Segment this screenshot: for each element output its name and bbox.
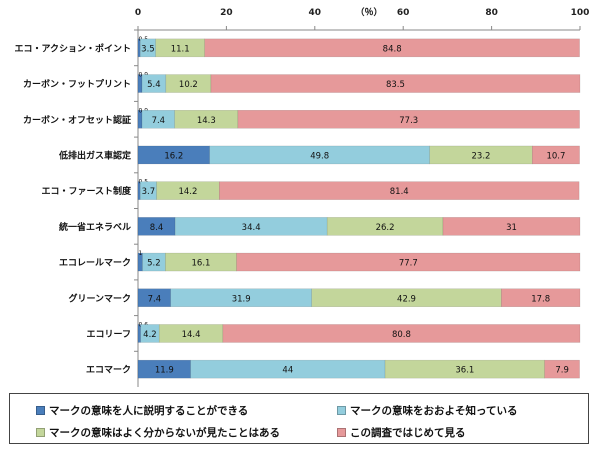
data-label: 14.3 (197, 116, 216, 126)
x-tick-label: 40 (309, 8, 322, 18)
legend-item-explain: マークの意味を人に説明することができる (36, 403, 248, 418)
data-label: 16.2 (164, 151, 183, 161)
legend-label-first-time: この調査ではじめて見る (350, 427, 466, 439)
bar-segment (142, 252, 166, 272)
legend: マークの意味を人に説明することができる マークの意味をおおよそ知っている マーク… (9, 393, 589, 444)
data-label: 7.4 (148, 294, 162, 304)
bar-segment (442, 217, 581, 236)
bar-segment (532, 145, 580, 165)
legend-swatch-explain (36, 406, 45, 415)
data-label: 23.2 (472, 151, 491, 161)
legend-item-roughly-know: マークの意味をおおよそ知っている (337, 403, 517, 418)
data-label: 14.2 (178, 187, 197, 197)
category-label: エコ・アクション・ポイント (14, 42, 131, 54)
data-label: 5.4 (147, 80, 161, 90)
category-label: エコマーク (86, 365, 131, 376)
bar-segment (137, 359, 191, 379)
bar-segment (501, 288, 581, 307)
data-label: 80.8 (392, 330, 411, 340)
legend-item-first-time: この調査ではじめて見る (337, 425, 466, 440)
x-axis-unit-label: （％） (355, 7, 382, 18)
legend-label-roughly-know: マークの意味をおおよそ知っている (350, 405, 518, 417)
bar-segment (237, 110, 580, 129)
data-label: 8.4 (150, 223, 164, 233)
data-label: 81.4 (390, 187, 409, 197)
data-label: 42.9 (397, 294, 416, 304)
category-label: カーボン・フットプリント (23, 78, 131, 90)
legend-label-explain: マークの意味を人に説明することができる (49, 405, 249, 417)
legend-item-seen-before: マークの意味はよく分からないが見たことはある (36, 425, 280, 440)
bar-segment (140, 324, 160, 343)
x-tick-label: 60 (397, 8, 410, 18)
category-label: 統一省エネラベル (59, 221, 131, 233)
x-tick-label: 80 (485, 8, 498, 18)
data-label: 5.2 (147, 259, 161, 269)
category-label: エコ・ファースト制度 (41, 185, 132, 197)
data-label: 31.9 (232, 294, 251, 304)
data-label: 14.4 (182, 330, 201, 340)
bar-segment (326, 217, 444, 236)
data-label: 83.5 (386, 80, 405, 90)
data-label: 4.2 (143, 330, 157, 340)
data-label: 7.9 (555, 366, 569, 376)
category-label: エコリーフ (87, 329, 131, 340)
bar-segment (204, 38, 580, 58)
data-label: 16.1 (192, 259, 211, 269)
x-tick-label: 100 (571, 8, 590, 18)
category-label: 低排出ガス車認定 (58, 149, 132, 161)
bar-segment (219, 181, 580, 200)
data-label: 1 (139, 250, 143, 257)
data-label: 77.7 (399, 259, 418, 269)
x-tick-label: 20 (220, 8, 233, 18)
bar-segment (311, 288, 502, 307)
data-label: 10.2 (179, 80, 198, 90)
x-tick-label: 0 (135, 8, 141, 18)
category-label: エコレールマーク (59, 258, 131, 269)
data-label: 36.1 (455, 366, 474, 376)
bar-segment (222, 324, 581, 343)
legend-label-seen-before: マークの意味はよく分からないが見たことはある (49, 427, 280, 439)
data-label: 84.8 (383, 44, 402, 54)
bar-segment (137, 217, 176, 236)
data-label: 31 (506, 223, 517, 233)
bar-segment (544, 359, 580, 379)
category-label: グリーンマーク (68, 292, 131, 304)
data-label: 11.9 (155, 366, 174, 376)
data-label: 7.4 (152, 116, 166, 126)
bar-segment (210, 74, 581, 93)
legend-swatch-first-time (337, 428, 346, 437)
category-label: カーボン・オフセット認証 (23, 114, 131, 126)
data-label: 34.4 (242, 223, 261, 233)
data-label: 44 (282, 366, 293, 376)
legend-swatch-roughly-know (337, 406, 346, 415)
data-label: 11.1 (171, 44, 190, 54)
data-label: 26.2 (376, 223, 395, 233)
data-label: 3.5 (141, 44, 155, 54)
legend-swatch-seen-before (36, 428, 45, 437)
data-label: 17.8 (531, 294, 550, 304)
bar-segment (236, 252, 581, 272)
data-label: 77.3 (399, 116, 418, 126)
data-label: 3.7 (142, 187, 156, 197)
data-label: 49.8 (310, 151, 329, 161)
bar-segment (155, 38, 205, 58)
data-label: 10.7 (546, 151, 565, 161)
